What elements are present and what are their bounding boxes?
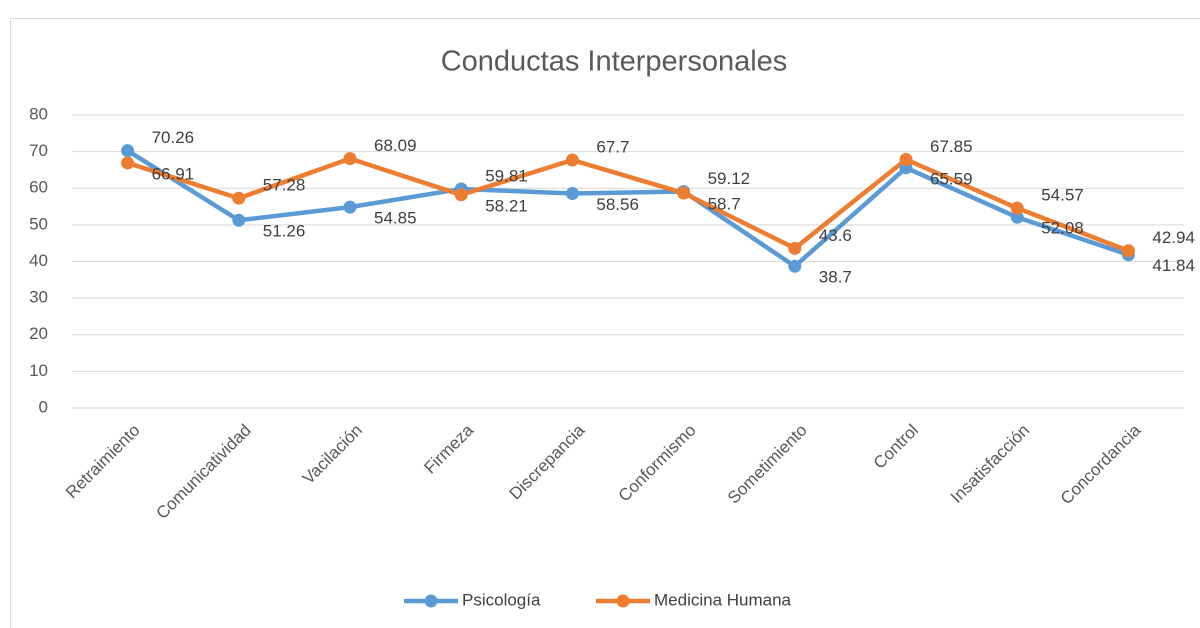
data-point — [1121, 244, 1135, 258]
y-tick-label: 80 — [29, 104, 48, 123]
data-label: 58.56 — [596, 195, 639, 214]
data-point — [788, 259, 802, 273]
y-tick-label: 20 — [29, 324, 48, 343]
y-tick-label: 70 — [29, 141, 48, 160]
data-label: 67.85 — [930, 137, 973, 156]
legend-marker — [616, 594, 630, 608]
data-label: 68.09 — [374, 136, 417, 155]
y-tick-label: 30 — [29, 288, 48, 307]
data-point — [232, 213, 246, 227]
chart-border — [10, 18, 1200, 628]
data-label: 58.21 — [485, 196, 528, 215]
y-tick-label: 40 — [29, 251, 48, 270]
data-point — [343, 200, 357, 214]
data-point — [121, 156, 135, 170]
data-point — [121, 144, 135, 158]
data-point — [1010, 210, 1024, 224]
data-label: 59.12 — [708, 169, 751, 188]
data-point — [565, 153, 579, 167]
data-point — [232, 191, 246, 205]
series-line — [126, 156, 1130, 253]
data-label: 52.08 — [1041, 219, 1084, 238]
data-label: 70.26 — [152, 128, 195, 147]
data-point — [565, 187, 579, 201]
data-point — [454, 188, 468, 202]
y-tick-label: 60 — [29, 178, 48, 197]
data-label: 58.7 — [708, 194, 741, 213]
y-tick-label: 10 — [29, 361, 48, 380]
data-label: 57.28 — [263, 176, 306, 195]
data-label: 51.26 — [263, 222, 306, 241]
data-label: 38.7 — [819, 268, 852, 287]
series-line — [126, 148, 1130, 269]
data-point — [1010, 201, 1024, 215]
data-label: 43.6 — [819, 226, 852, 245]
chart-title: Conductas Interpersonales — [441, 46, 788, 78]
data-point — [788, 241, 802, 255]
data-point — [899, 152, 913, 166]
data-label: 65.59 — [930, 169, 973, 188]
data-point — [343, 152, 357, 166]
data-label: 59.81 — [485, 166, 528, 185]
legend-marker — [424, 594, 438, 608]
data-label: 66.91 — [152, 164, 195, 183]
data-label: 54.57 — [1041, 186, 1084, 205]
data-label: 41.84 — [1152, 256, 1195, 275]
data-point — [677, 186, 691, 200]
y-tick-label: 0 — [39, 397, 48, 416]
data-label: 54.85 — [374, 209, 417, 228]
legend-label: Psicología — [462, 590, 541, 609]
data-label: 42.94 — [1152, 228, 1195, 247]
y-tick-label: 50 — [29, 214, 48, 233]
data-label: 67.7 — [596, 138, 629, 157]
legend-label: Medicina Humana — [654, 590, 792, 609]
